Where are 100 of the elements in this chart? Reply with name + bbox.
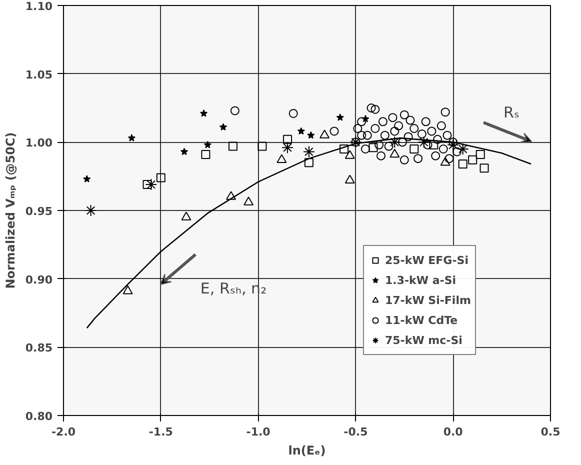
- point: [440, 156, 450, 166]
- annotation: Rₛ: [503, 104, 520, 122]
- point: [320, 130, 330, 138]
- point: [362, 130, 372, 140]
- point: [442, 130, 452, 140]
- point: [142, 180, 152, 190]
- point: [417, 129, 426, 138]
- point: [440, 108, 450, 117]
- point: [458, 160, 468, 169]
- point: [84, 204, 97, 216]
- point: [360, 144, 370, 154]
- point: [340, 144, 349, 154]
- point: [122, 285, 133, 294]
- point: [406, 116, 415, 125]
- point: [302, 146, 315, 158]
- point: [410, 144, 419, 154]
- point: [204, 140, 212, 148]
- point: [480, 164, 489, 173]
- point: [400, 155, 409, 164]
- point: [357, 130, 366, 140]
- point: [230, 106, 240, 116]
- y-tick-label: 1.05: [25, 68, 52, 82]
- point: [378, 117, 388, 126]
- y-tick-label: 1.00: [25, 136, 53, 150]
- y-tick-label: 0.85: [25, 342, 52, 355]
- point: [297, 127, 305, 135]
- point: [376, 151, 386, 160]
- point: [447, 138, 460, 151]
- y-tick-label: 0.80: [25, 410, 53, 423]
- point: [357, 117, 366, 126]
- point: [421, 117, 430, 126]
- point: [200, 109, 208, 117]
- point: [374, 140, 384, 150]
- point: [156, 173, 166, 182]
- point: [307, 131, 315, 139]
- point: [288, 108, 298, 118]
- legend-label: 25-kW EFG-Si: [385, 254, 468, 266]
- point: [244, 196, 254, 206]
- point: [398, 138, 407, 147]
- point: [388, 113, 398, 122]
- point: [219, 123, 228, 130]
- point: [448, 138, 458, 147]
- y-tick-label: 1.10: [25, 0, 53, 13]
- point: [304, 158, 314, 168]
- point: [456, 143, 469, 155]
- point: [400, 110, 409, 120]
- point: [336, 114, 344, 121]
- point: [283, 134, 292, 144]
- y-tick-label: 0.95: [25, 205, 52, 218]
- x-tick-label: -1.0: [246, 426, 271, 438]
- point: [366, 104, 376, 112]
- point: [410, 124, 419, 133]
- point: [145, 178, 158, 191]
- point: [344, 174, 355, 184]
- point: [226, 191, 236, 200]
- point: [418, 136, 430, 148]
- point: [429, 140, 438, 150]
- point: [427, 126, 436, 136]
- legend-label: 75-kW mc-Si: [385, 334, 462, 346]
- point: [390, 126, 400, 136]
- point: [180, 148, 188, 156]
- point: [438, 144, 448, 154]
- point: [468, 155, 478, 164]
- point: [444, 154, 454, 164]
- point: [431, 151, 440, 160]
- x-axis-title: ln(Eₑ): [288, 444, 326, 458]
- point: [201, 150, 210, 159]
- x-tick-label: -2.0: [51, 426, 76, 438]
- point: [380, 130, 390, 140]
- legend-label: 1.3-kW a-Si: [385, 274, 456, 286]
- legend-label: 11-kW CdTe: [385, 314, 458, 326]
- point: [368, 143, 378, 152]
- point: [394, 121, 404, 130]
- point: [258, 142, 267, 151]
- point: [414, 154, 423, 164]
- point: [404, 132, 413, 142]
- point: [276, 154, 287, 164]
- x-tick-label: 0.5: [540, 426, 560, 438]
- point: [282, 142, 294, 154]
- point: [353, 124, 362, 133]
- point: [228, 142, 238, 151]
- point: [436, 121, 446, 130]
- legend-label: 17-kW Si-Film: [385, 294, 471, 306]
- point: [181, 212, 192, 220]
- point: [390, 148, 400, 158]
- y-tick-label: 0.90: [25, 273, 53, 286]
- point: [83, 175, 91, 182]
- point: [370, 104, 380, 114]
- point: [344, 150, 355, 159]
- point: [370, 124, 380, 133]
- y-axis-title: Normalized Vₘₚ (@50C): [3, 132, 18, 289]
- point: [330, 126, 339, 136]
- x-tick-label: 0.0: [443, 426, 464, 438]
- point: [476, 150, 485, 159]
- x-tick-label: -0.5: [344, 426, 368, 438]
- x-tick-label: -1.5: [148, 426, 173, 438]
- point: [452, 147, 462, 156]
- point: [433, 134, 442, 144]
- point: [423, 140, 432, 150]
- point: [128, 134, 136, 142]
